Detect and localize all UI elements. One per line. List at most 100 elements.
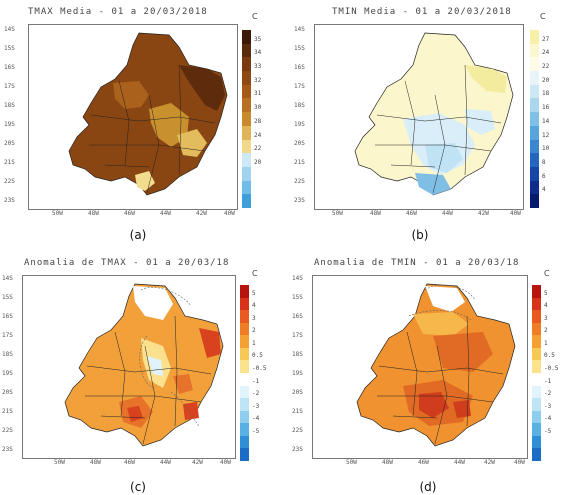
lat-label: 18S [294, 102, 305, 109]
panel-caption: (d) [419, 480, 437, 494]
colorbar-swatch [240, 347, 249, 361]
colorbar-swatch [532, 448, 541, 461]
colorbar-tick-label: -3 [544, 402, 552, 410]
lon-label: 48W [382, 459, 393, 466]
colorbar-swatch [532, 347, 541, 361]
colorbar-tick-label: 32 [254, 76, 262, 84]
lat-label: 23S [294, 197, 305, 204]
colorbar-tick-label: 33 [254, 63, 262, 71]
colorbar-swatch [242, 30, 251, 44]
colorbar-tick-label: 22 [254, 145, 262, 153]
colorbar-tick-label: 0.5 [544, 352, 555, 360]
lat-label: 14S [4, 26, 15, 33]
neutral-patch [133, 286, 173, 320]
colorbar-swatch [242, 98, 251, 113]
colorbar-tick-label: -2 [252, 390, 260, 398]
colorbar-swatch [242, 166, 251, 181]
colorbar-swatch [532, 360, 541, 373]
colorbar-swatch [532, 435, 541, 449]
colorbar-tick-label: 35 [254, 35, 262, 43]
panel-d: Anomalia de TMIN - 01 a 20/03/18 14S 15S… [288, 247, 576, 495]
lon-label: 40W [514, 459, 525, 466]
lat-label: 20S [292, 389, 303, 396]
colorbar-swatch [240, 297, 249, 311]
lat-label: 15S [2, 294, 13, 301]
panel-caption: (b) [411, 228, 429, 242]
hot-patch [127, 406, 143, 422]
lat-label: 22S [292, 427, 303, 434]
colorbar-swatch [530, 125, 539, 140]
colorbar-tick-label: -2 [544, 390, 552, 398]
lat-label: 15S [292, 294, 303, 301]
colorbar-labels: 27 24 22 20 18 16 14 12 10 8 6 4 [542, 26, 572, 204]
lat-label: 21S [294, 159, 305, 166]
colorbar-tick-label: 1 [252, 339, 256, 347]
colorbar-swatch [532, 423, 541, 436]
lat-label: 20S [4, 140, 15, 147]
panel-title: TMIN Media - 01 a 20/03/2018 [332, 7, 512, 17]
colorbar-labels: 35 34 33 32 31 30 28 24 22 20 [254, 26, 284, 204]
colorbar-swatch [532, 297, 541, 311]
colorbar-swatch [242, 125, 251, 140]
panel-b: TMIN Media - 01 a 20/03/2018 14S 15S 16S… [288, 0, 576, 247]
lat-label: 23S [2, 446, 13, 453]
lat-label: 21S [2, 408, 13, 415]
colorbar-swatch [240, 423, 249, 436]
zero-contour [408, 284, 476, 321]
colorbar-swatch [532, 372, 541, 386]
colorbar-tick-label: 6 [542, 172, 546, 180]
lat-label: 17S [294, 83, 305, 90]
colorbar-tick-label: 24 [542, 49, 550, 57]
lat-label: 17S [292, 332, 303, 339]
colorbar-swatch [532, 398, 541, 411]
colorbar-swatch [240, 410, 249, 424]
colorbar-swatch [530, 166, 539, 181]
colorbar-tick-label: 31 [254, 90, 262, 98]
unit-label: C [540, 12, 546, 21]
tmax-anomaly-map [64, 283, 224, 447]
lat-label: 22S [294, 178, 305, 185]
colorbar-swatch [530, 139, 539, 154]
lat-label: 23S [292, 446, 303, 453]
colorbar-tick-label: 0.5 [252, 352, 263, 360]
warm-patch [465, 65, 507, 93]
colorbar-tick-label: 20 [542, 76, 550, 84]
lat-label: 20S [2, 389, 13, 396]
colorbar-swatch [532, 410, 541, 424]
region-boundaries [377, 315, 504, 445]
region-boundaries [89, 64, 216, 194]
lat-label: 17S [4, 83, 15, 90]
lon-label: 44W [160, 459, 171, 466]
zero-contour [139, 287, 200, 427]
lon-label: 42W [484, 459, 495, 466]
lon-label: 50W [332, 210, 343, 217]
cool-patch-2 [425, 143, 463, 173]
lat-label: 14S [294, 26, 305, 33]
tmax-mean-map [68, 32, 228, 196]
colorbar-swatch [242, 180, 251, 195]
panel-caption: (c) [130, 480, 146, 494]
lat-label: 14S [2, 275, 13, 282]
lat-label: 22S [2, 427, 13, 434]
warm-patch [199, 328, 221, 358]
colorbar-swatch [530, 84, 539, 99]
colorbar-swatch [240, 448, 249, 461]
region-boundaries [375, 64, 502, 194]
colorbar-swatch [240, 360, 249, 373]
cool-patch [177, 129, 207, 157]
lat-label: 21S [292, 408, 303, 415]
colorbar-swatch [240, 372, 249, 386]
lat-label: 23S [4, 197, 15, 204]
lon-label: 46W [418, 459, 429, 466]
colorbar-tick-label: 2 [252, 327, 256, 335]
colorbar-swatch [530, 71, 539, 85]
colorbar-swatch [530, 43, 539, 58]
colorbar-tick-label: -0.5 [252, 365, 267, 372]
lat-label: 16S [292, 313, 303, 320]
lon-label: 50W [52, 210, 63, 217]
colorbar [532, 281, 541, 461]
colorbar-swatch [242, 139, 251, 154]
colorbar-swatch [530, 98, 539, 113]
lat-label: 15S [294, 45, 305, 52]
state-outline [356, 283, 516, 447]
